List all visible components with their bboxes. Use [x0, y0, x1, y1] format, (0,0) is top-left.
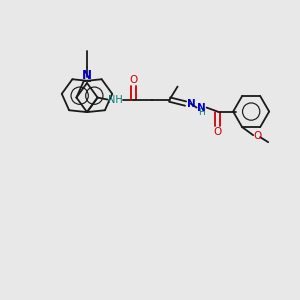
Text: O: O	[214, 127, 222, 136]
Text: NH: NH	[108, 94, 123, 105]
Text: H: H	[198, 108, 205, 117]
Text: N: N	[197, 103, 206, 112]
Text: N: N	[187, 99, 195, 109]
Text: N: N	[82, 69, 92, 82]
Text: O: O	[130, 75, 138, 85]
Text: O: O	[253, 131, 261, 141]
